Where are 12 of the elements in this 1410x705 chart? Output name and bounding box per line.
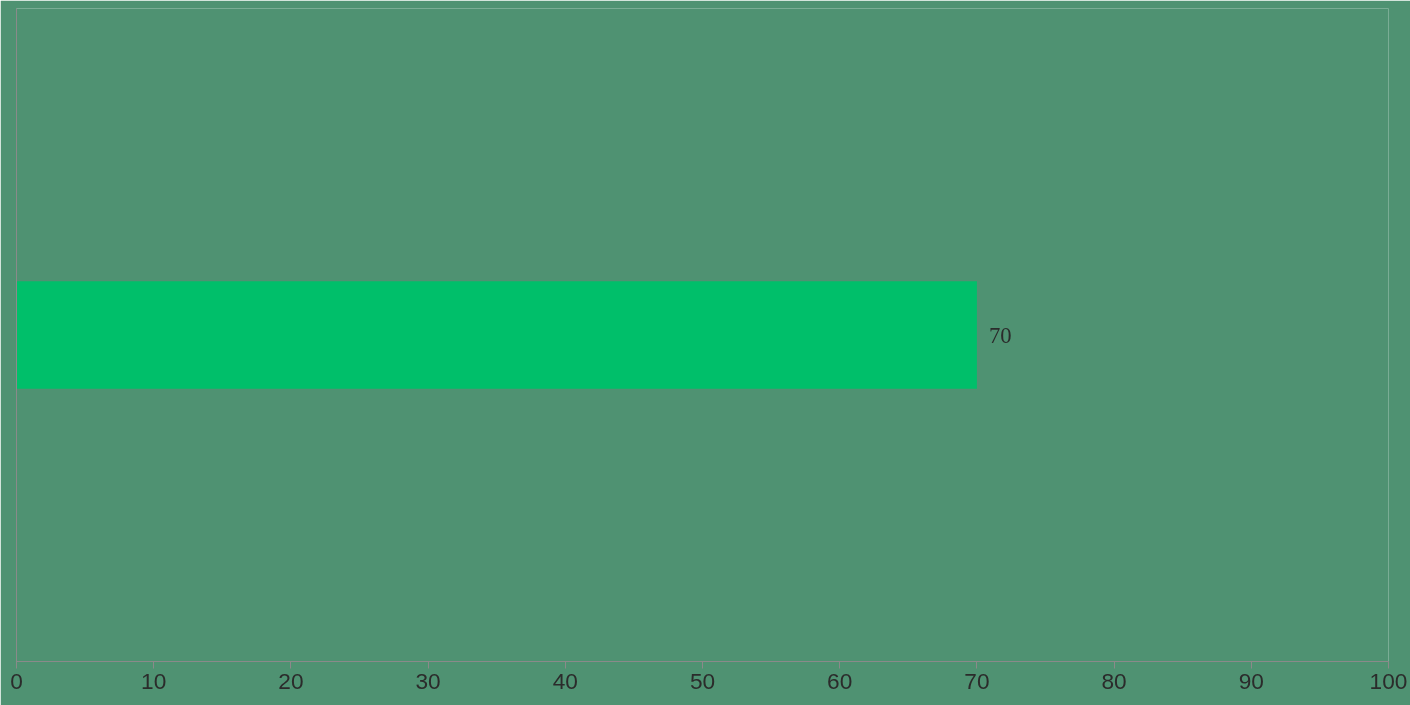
x-tick-label: 60 [827, 667, 853, 694]
x-tick-label: 40 [552, 667, 578, 694]
x-tick-label: 20 [278, 667, 304, 694]
x-tick-label: 80 [1101, 667, 1127, 694]
x-tick-label: 0 [10, 667, 23, 694]
data-label: 70 [988, 322, 1012, 348]
x-tick-label: 100 [1369, 667, 1408, 694]
x-tick-label: 10 [141, 667, 167, 694]
x-tick-label: 50 [689, 667, 716, 694]
x-tick-label: 70 [964, 667, 990, 694]
x-tick-label: 30 [415, 667, 441, 694]
x-tick-label: 90 [1238, 667, 1264, 694]
